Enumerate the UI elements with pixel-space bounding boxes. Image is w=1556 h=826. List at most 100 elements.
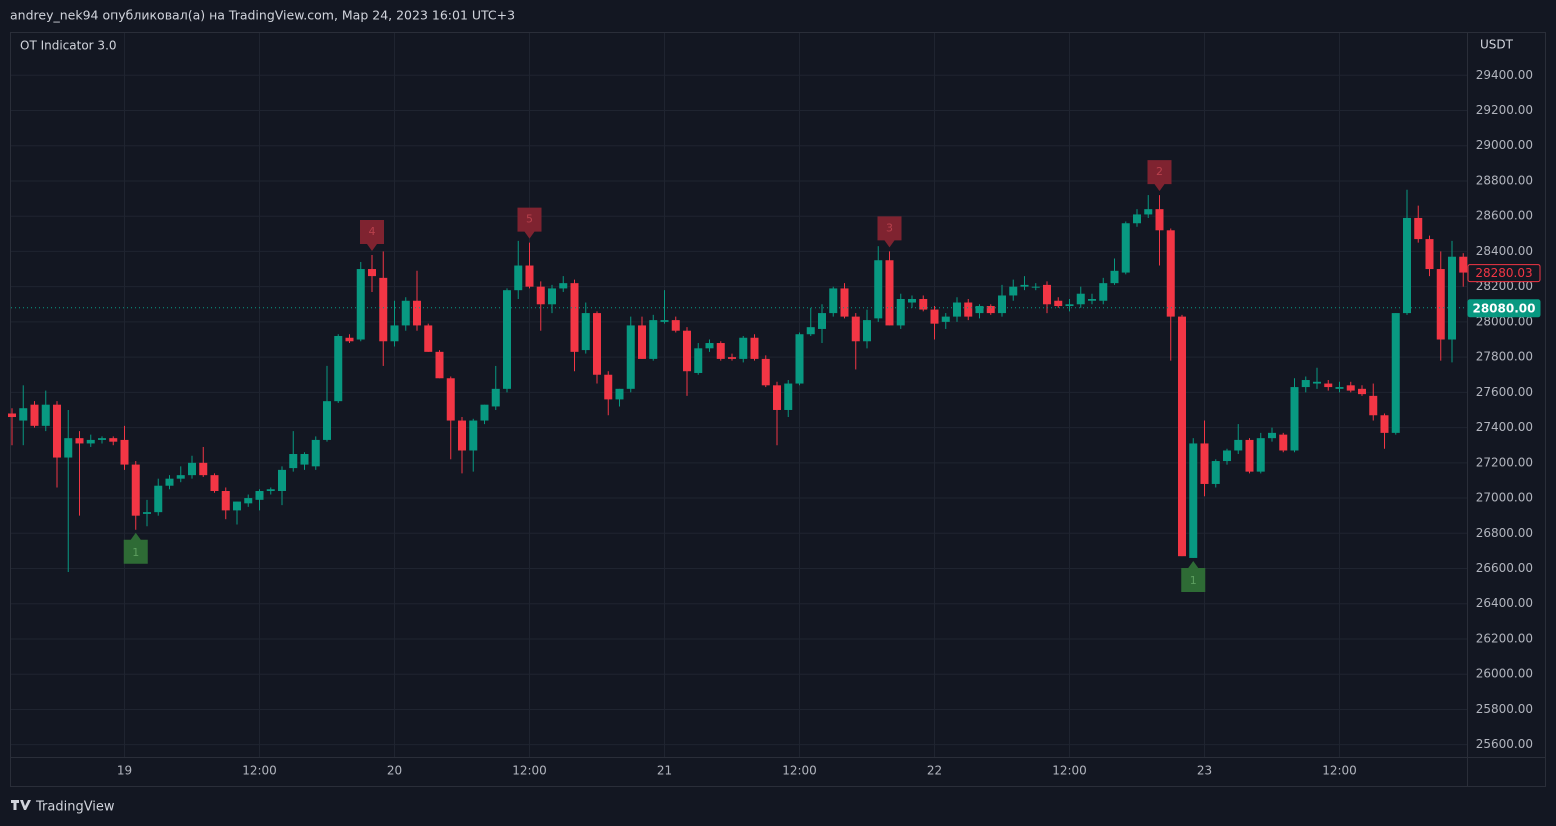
signal-marker: 1 — [123, 532, 148, 564]
candle-body — [930, 309, 939, 324]
y-tick-label: 27200.00 — [1476, 455, 1533, 469]
candle-body — [818, 313, 826, 329]
candle-body — [593, 313, 601, 375]
candle-body — [795, 334, 804, 384]
candle-body — [863, 320, 871, 342]
candle-body — [885, 260, 894, 326]
candle-body — [323, 401, 331, 440]
candle-body — [1403, 217, 1411, 314]
price-label: 28080.00 — [1472, 301, 1535, 315]
grid — [11, 33, 1467, 757]
candle-body — [41, 404, 50, 426]
candle-body — [683, 330, 691, 372]
candle-body — [446, 378, 455, 421]
y-tick-label: 26800.00 — [1476, 526, 1533, 540]
price-label-box — [1467, 264, 1541, 283]
x-tick-label: 19 — [117, 764, 132, 778]
candle-body — [1054, 300, 1063, 307]
candle-body — [413, 300, 421, 326]
candle-body — [188, 462, 196, 476]
x-tick-label: 23 — [1197, 764, 1212, 778]
y-tick-label: 28200.00 — [1476, 279, 1533, 293]
x-tick-label: 12:00 — [512, 764, 547, 778]
footer-brand: TradingView — [35, 800, 115, 815]
y-tick-label: 27400.00 — [1476, 420, 1533, 434]
candle-body — [1268, 432, 1276, 439]
candle-body — [638, 325, 646, 359]
candle-body — [1245, 439, 1254, 472]
candle-body — [233, 501, 241, 511]
candle-body — [1223, 450, 1231, 462]
candle-body — [964, 302, 973, 317]
candle-body — [244, 498, 253, 504]
candle-body — [986, 306, 995, 314]
signal-label: 4 — [369, 225, 376, 238]
candle-body — [491, 388, 500, 407]
candle-body — [1324, 383, 1333, 388]
candle-body — [165, 478, 174, 486]
candle-body — [919, 298, 928, 310]
candle-body — [300, 454, 309, 465]
y-tick-label: 28000.00 — [1476, 314, 1533, 328]
x-tick-label: 12:00 — [1052, 764, 1087, 778]
candle-body — [1009, 286, 1018, 296]
candle-body — [176, 475, 185, 479]
price-label-box — [1467, 299, 1541, 318]
y-tick-label: 25800.00 — [1476, 702, 1533, 716]
candle-body — [503, 290, 511, 389]
x-tick-label: 12:00 — [1322, 764, 1357, 778]
candle-body — [53, 404, 61, 458]
candle-body — [1189, 443, 1198, 558]
candle-body — [784, 383, 793, 410]
candle-body — [1290, 387, 1299, 451]
candle-body — [469, 420, 478, 451]
signal-marker: 2 — [1147, 160, 1172, 192]
candle-body — [1369, 395, 1378, 416]
candle-body — [953, 302, 961, 317]
y-tick-label: 26600.00 — [1476, 561, 1533, 575]
x-tick-label: 20 — [387, 764, 402, 778]
candle-body — [1279, 434, 1288, 451]
candle-body — [86, 439, 95, 444]
candle-body — [368, 269, 376, 277]
candle-body — [761, 358, 770, 386]
candle-body — [604, 374, 613, 400]
candle-body — [109, 438, 118, 442]
candle-body — [289, 454, 298, 469]
y-tick-label: 26200.00 — [1476, 631, 1533, 645]
x-tick-label: 12:00 — [242, 764, 277, 778]
y-tick-label: 27000.00 — [1476, 491, 1533, 505]
candle-body — [716, 343, 725, 359]
candle-body — [1256, 438, 1265, 472]
y-tick-label: 26400.00 — [1476, 596, 1533, 610]
candle-body — [728, 357, 736, 359]
candle-body — [1200, 443, 1209, 484]
candle-body — [1358, 388, 1366, 395]
candle-body — [615, 388, 624, 400]
header: andrey_nek94 опубликовал(а) на TradingVi… — [10, 8, 515, 23]
candle-body — [941, 316, 950, 322]
logo — [11, 800, 31, 810]
candle-body — [1380, 415, 1389, 433]
indicator-title: OT Indicator 3.0 — [20, 39, 117, 53]
signal-label: 5 — [526, 213, 533, 226]
candle-body — [750, 337, 759, 359]
signal-label: 3 — [886, 221, 893, 234]
signal-shape — [1181, 560, 1206, 592]
candle-body — [266, 489, 275, 492]
candle-body — [851, 316, 860, 342]
candle-body — [1425, 239, 1434, 270]
x-tick-label: 21 — [657, 764, 672, 778]
candle-body — [1391, 313, 1400, 433]
candle-body — [1133, 214, 1141, 224]
y-tick-label: 25600.00 — [1476, 737, 1533, 751]
signal-label: 1 — [132, 546, 139, 559]
y-tick-label: 27800.00 — [1476, 350, 1533, 364]
candle-body — [379, 277, 388, 342]
candle-body — [1155, 209, 1164, 231]
price-label: 28280.03 — [1475, 266, 1532, 280]
candle-body — [30, 404, 39, 426]
candle-body — [525, 265, 534, 287]
